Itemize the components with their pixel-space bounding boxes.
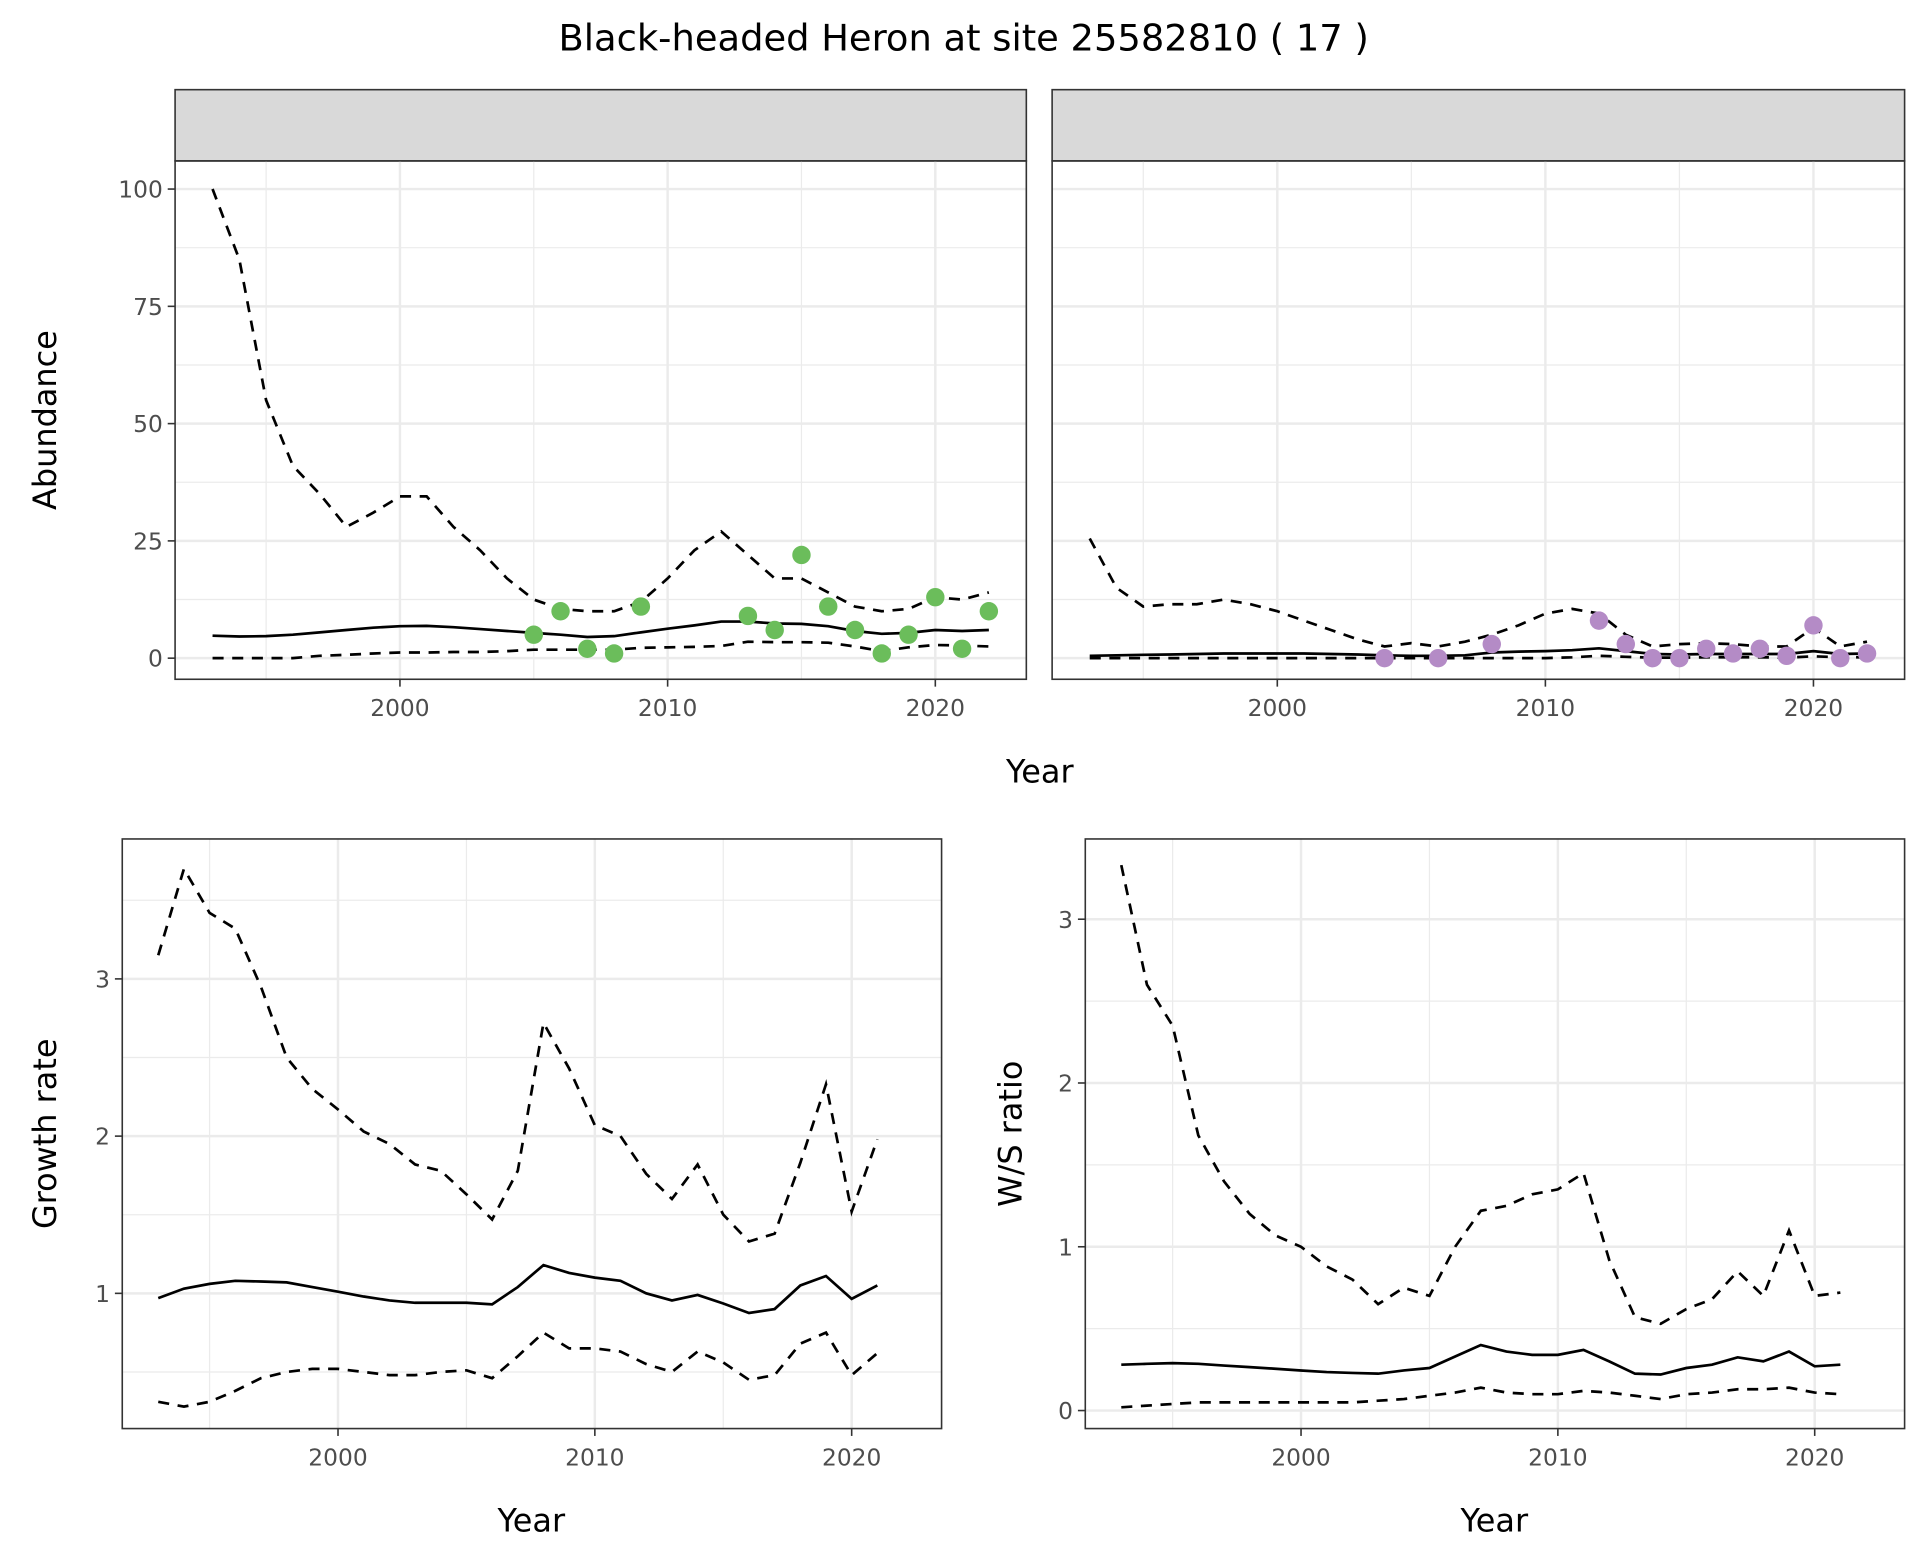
upper-bound-line <box>1119 864 1841 1326</box>
x-tick-label: 2010 <box>1516 694 1575 722</box>
facet-strip <box>174 88 1028 162</box>
x-tick-label: 2010 <box>638 694 697 722</box>
data-point <box>1375 648 1394 668</box>
median-line <box>212 620 989 639</box>
data-point <box>845 620 865 640</box>
x-tick-label: 2000 <box>1248 694 1307 722</box>
y-tick-label: 1 <box>1058 1233 1073 1261</box>
median-line <box>157 1263 878 1315</box>
growth-x-axis-label: Year <box>497 1502 566 1540</box>
panel-0: 2000 2010 2020 0 25 50 75 100 <box>118 88 1028 722</box>
x-tick-label: 2020 <box>822 1443 881 1471</box>
x-tick-label: 2010 <box>565 1443 624 1471</box>
median-line <box>1121 1343 1841 1376</box>
x-tick-label: 2020 <box>906 694 965 722</box>
data-point <box>1616 634 1636 654</box>
top-y-axis-label: Abundance <box>26 330 64 510</box>
data-point <box>631 597 651 616</box>
x-tick-label: 2000 <box>370 694 429 722</box>
data-point <box>926 587 945 607</box>
x-tick-label: 2020 <box>1785 1443 1844 1471</box>
facet-strip <box>1051 88 1906 162</box>
data-point <box>872 644 891 663</box>
data-point <box>1643 648 1662 668</box>
data-point <box>1750 639 1770 658</box>
x-tick-label: 2020 <box>1784 694 1843 722</box>
y-tick-label: 1 <box>95 1280 110 1308</box>
panel-border <box>1084 838 1906 1430</box>
data-point <box>738 606 758 626</box>
y-tick-label: 2 <box>1058 1070 1073 1098</box>
y-tick-label: 0 <box>1058 1397 1073 1425</box>
data-point <box>604 644 624 663</box>
data-point <box>1831 648 1850 668</box>
data-point <box>1857 644 1877 663</box>
data-point <box>578 639 597 658</box>
data-point <box>792 545 811 565</box>
data-point <box>1589 611 1609 630</box>
data-point <box>551 602 570 621</box>
data-point <box>1482 634 1501 654</box>
x-tick-label: 2000 <box>1271 1443 1330 1471</box>
panel-3: 2000 2010 2020 0 1 2 3 <box>1058 838 1906 1471</box>
lower-bound-line <box>212 640 989 660</box>
y-tick-label: 75 <box>133 293 163 321</box>
data-point <box>1777 646 1796 666</box>
y-tick-label: 100 <box>118 176 163 204</box>
upper-bound-line <box>211 188 990 613</box>
data-point <box>1428 648 1448 668</box>
lower-bound-line <box>1121 1386 1841 1409</box>
ratio-y-axis-label: W/S ratio <box>991 1061 1029 1207</box>
chart-title: Black-headed Heron at site 25582810 ( 17… <box>559 16 1369 59</box>
y-tick-label: 3 <box>1058 906 1073 934</box>
data-point <box>819 597 838 616</box>
data-point <box>524 625 543 644</box>
panel-1: 2000 2010 2020 <box>1051 88 1906 722</box>
data-point <box>1804 616 1823 635</box>
y-tick-label: 25 <box>133 527 163 555</box>
panel-border <box>1051 160 1906 681</box>
data-point <box>1697 639 1716 658</box>
data-point <box>1723 644 1743 663</box>
panel-2: 2000 2010 2020 1 2 3 <box>95 838 943 1471</box>
upper-bound-line <box>156 865 879 1244</box>
median-line <box>1089 646 1868 658</box>
data-point <box>765 620 784 640</box>
data-point <box>952 639 972 658</box>
growth-y-axis-label: Growth rate <box>26 1038 64 1229</box>
data-point <box>1670 648 1689 668</box>
y-tick-label: 3 <box>95 965 110 993</box>
lower-bound-line <box>158 1330 879 1408</box>
upper-bound-line <box>1088 537 1868 648</box>
x-tick-label: 2010 <box>1528 1443 1587 1471</box>
y-tick-label: 2 <box>95 1123 110 1151</box>
panel-border <box>174 160 1028 681</box>
data-point <box>899 625 918 644</box>
x-tick-label: 2000 <box>308 1443 367 1471</box>
y-tick-label: 50 <box>133 410 163 438</box>
top-x-axis-label: Year <box>1005 752 1074 790</box>
y-tick-label: 0 <box>148 645 163 673</box>
data-point <box>979 602 999 621</box>
panel-border <box>121 838 943 1430</box>
ratio-x-axis-label: Year <box>1460 1502 1529 1540</box>
